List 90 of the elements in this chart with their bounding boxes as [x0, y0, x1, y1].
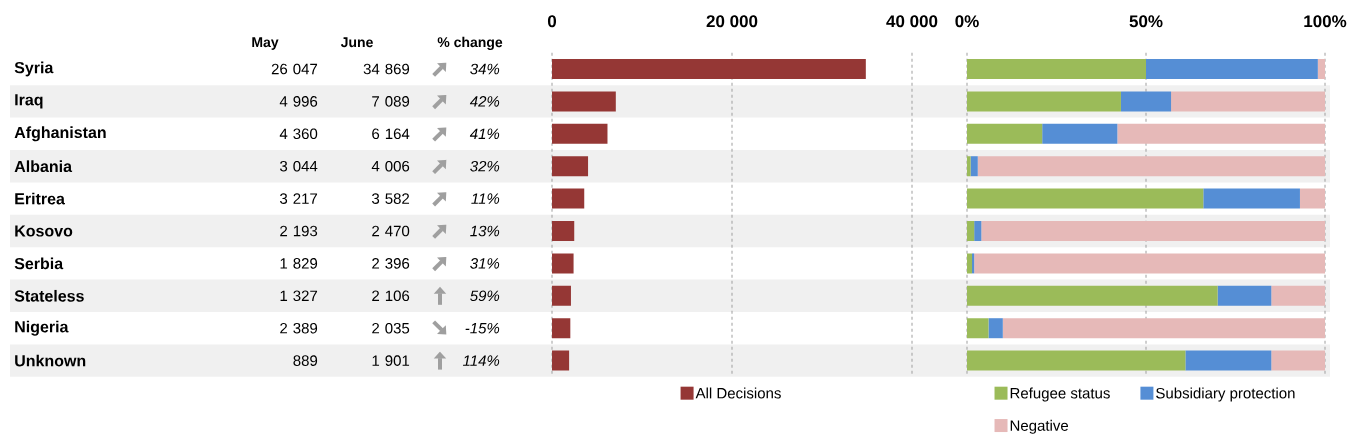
bar	[967, 123, 1043, 144]
data-label: 42%	[469, 96, 500, 107]
category-label: Albania	[14, 160, 73, 173]
data-label: 2 396	[372, 258, 410, 269]
bar	[552, 123, 608, 144]
bar	[972, 253, 975, 274]
bar	[552, 91, 616, 112]
text: June	[340, 37, 373, 48]
bar	[1120, 91, 1172, 112]
bar	[552, 350, 570, 371]
data-label: 7 089	[372, 96, 410, 107]
data-label: 31%	[470, 258, 500, 269]
bar	[1271, 350, 1326, 371]
category-label: Eritrea	[15, 192, 65, 205]
x-tick-label: 0	[547, 15, 557, 28]
bar	[974, 221, 982, 242]
bar	[552, 188, 585, 209]
data-label: 34 869	[363, 63, 410, 75]
data-label: 1 829	[280, 258, 318, 269]
bar	[967, 91, 1121, 112]
bar	[1042, 123, 1118, 144]
data-label: 889	[293, 355, 318, 366]
data-label: 114%	[462, 355, 500, 366]
data-label: 6 164	[372, 128, 410, 140]
legend-label: All Decisions	[695, 387, 781, 399]
x-tick-label: 50%	[1129, 15, 1163, 28]
x-tick-label: 40 000	[886, 15, 938, 28]
bar	[1146, 59, 1318, 80]
category-label: Afghanistan	[14, 126, 106, 142]
x-tick-label: 20 000	[706, 15, 758, 28]
bar	[967, 350, 1186, 371]
text: May	[252, 37, 279, 50]
bar	[977, 156, 1326, 177]
category-label: Syria	[14, 61, 54, 77]
bar	[1299, 188, 1326, 209]
bar	[967, 285, 1218, 306]
category-label: Unknown	[15, 354, 86, 367]
bar	[988, 318, 1003, 339]
category-label: Stateless	[14, 289, 84, 302]
data-label: 2 389	[280, 322, 318, 334]
bar	[552, 285, 571, 306]
data-label: 4 006	[371, 160, 410, 172]
bar	[1002, 318, 1326, 339]
category-label: Iraq	[15, 94, 43, 109]
data-label: 1 901	[372, 355, 410, 366]
bar	[552, 156, 589, 177]
data-label: 3 217	[280, 193, 318, 204]
data-label: 2 035	[372, 322, 410, 334]
bar	[552, 221, 575, 242]
category-label: Kosovo	[15, 225, 73, 237]
data-label: 32%	[470, 160, 500, 172]
bar	[967, 59, 1147, 80]
data-label: 41%	[469, 128, 500, 140]
data-label: 3 044	[280, 160, 318, 172]
text: % change	[437, 36, 503, 50]
data-label: 4 996	[279, 96, 318, 107]
bar	[552, 253, 574, 274]
data-label: 2 193	[280, 225, 318, 237]
bar	[552, 318, 571, 339]
bar	[967, 188, 1204, 209]
legend-label: Subsidiary protection	[1156, 387, 1295, 402]
data-label: 59%	[470, 290, 500, 302]
x-tick-label: 0%	[955, 15, 979, 28]
data-label: 4 360	[279, 128, 318, 140]
bar	[970, 156, 978, 177]
bar	[1117, 123, 1326, 144]
bar	[1203, 188, 1300, 209]
data-label: 11%	[471, 193, 500, 204]
bar	[967, 318, 989, 339]
data-label: -15%	[465, 322, 500, 334]
data-label: 26 047	[271, 63, 318, 75]
data-label: 34%	[470, 63, 500, 75]
data-label: 1 327	[280, 290, 318, 302]
category-label: Serbia	[14, 257, 64, 270]
bar	[1271, 285, 1326, 306]
x-tick-label: 100%	[1304, 15, 1347, 28]
category-label: Nigeria	[15, 320, 69, 336]
legend-label: Refugee status	[1010, 387, 1110, 402]
bar	[1171, 91, 1326, 112]
bar	[1317, 59, 1326, 80]
data-label: 3 582	[372, 193, 410, 204]
data-label: 2 470	[372, 225, 410, 237]
bar	[1185, 350, 1272, 371]
data-label: 2 106	[372, 290, 410, 302]
data-label: 13%	[470, 225, 500, 237]
bar	[974, 253, 1326, 274]
bar	[552, 59, 866, 80]
bar	[981, 221, 1326, 242]
legend-label: Negative	[1010, 419, 1069, 434]
bar	[1217, 285, 1272, 306]
